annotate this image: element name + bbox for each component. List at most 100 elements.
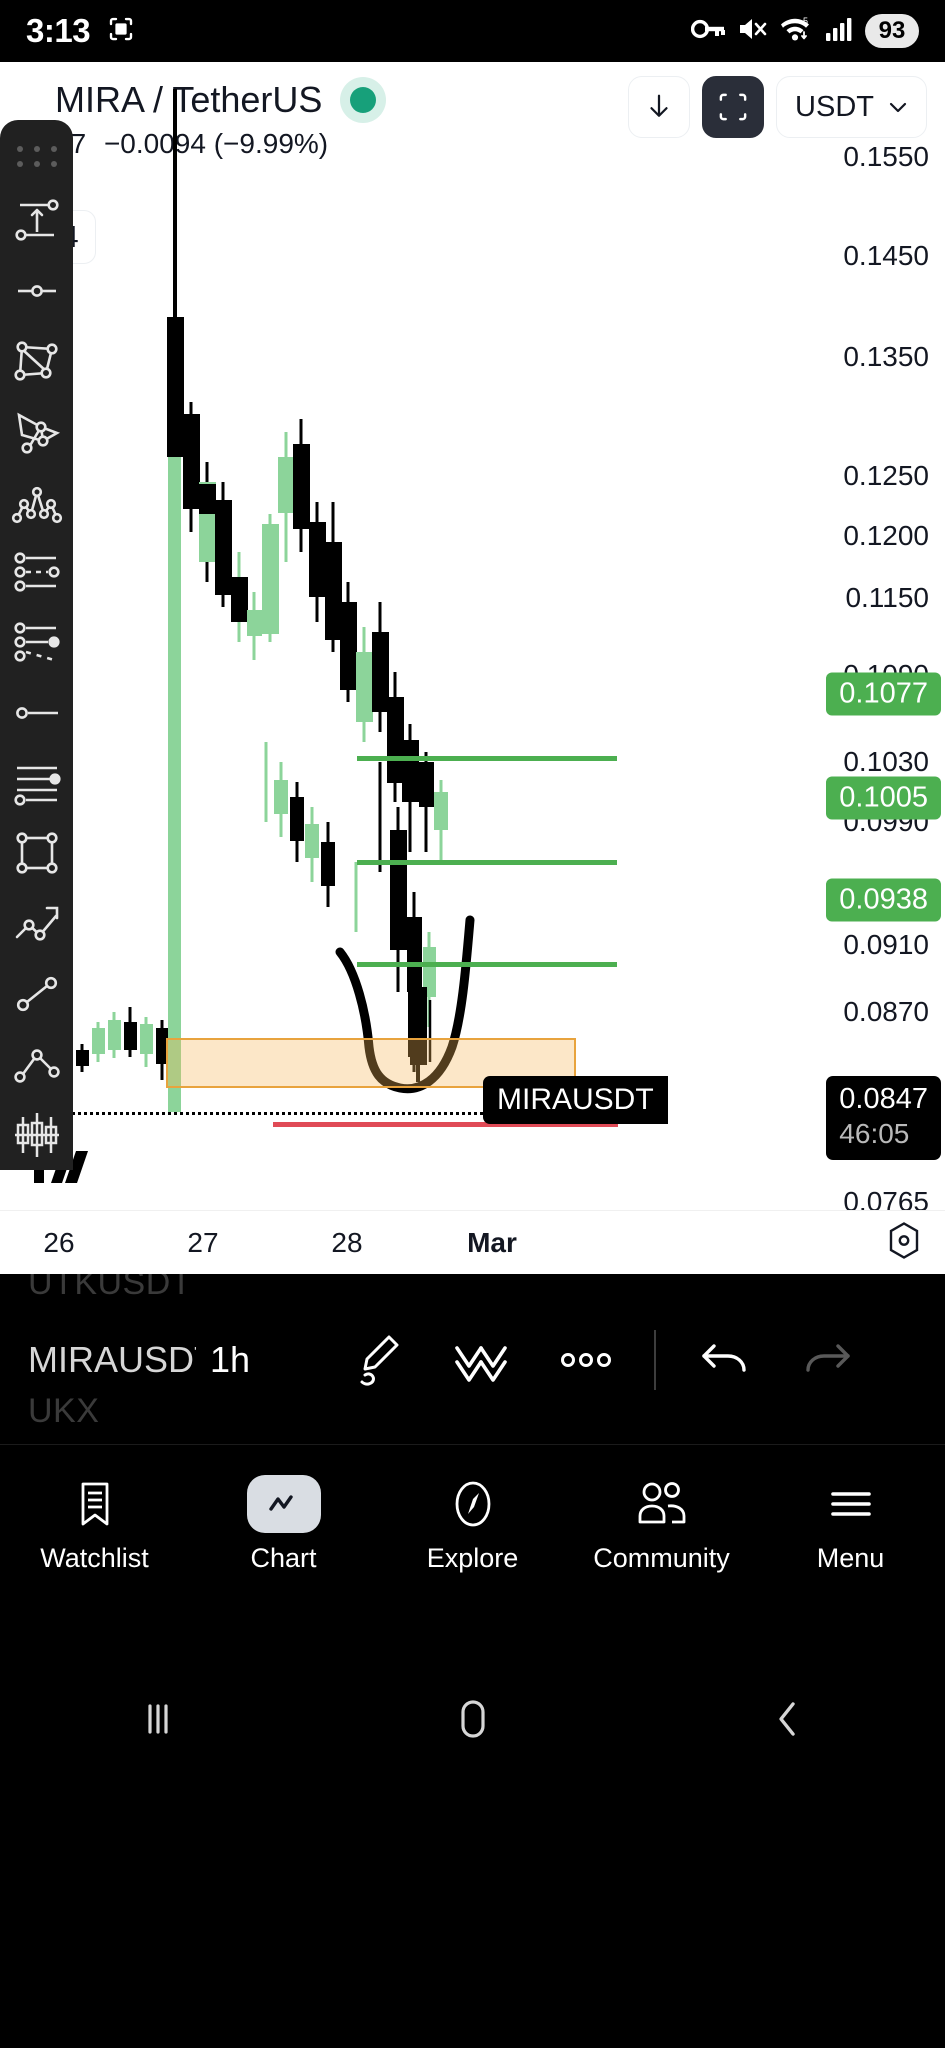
- horizontal-line-icon[interactable]: [0, 255, 73, 325]
- price-tick: 0.1550: [843, 141, 929, 172]
- price-tick: 0.1350: [843, 341, 929, 372]
- download-icon[interactable]: [628, 76, 691, 138]
- fullscreen-icon[interactable]: [702, 76, 765, 138]
- time-tick: Mar: [467, 1226, 517, 1258]
- candlestick-series: [76, 89, 475, 1112]
- nav-label-watchlist: Watchlist: [40, 1543, 149, 1573]
- android-nav-row: [0, 1664, 945, 1774]
- header-actions: USDT: [628, 76, 927, 138]
- trend-line-icon[interactable]: [0, 959, 73, 1029]
- fib-retracement-icon[interactable]: [0, 748, 73, 818]
- long-position-icon[interactable]: [0, 185, 73, 255]
- symbol-title[interactable]: MIRA / TetherUS: [55, 79, 323, 120]
- market-status-indicator: [340, 77, 387, 123]
- nav-item-explore[interactable]: Explore: [378, 1475, 567, 1574]
- screenshot-icon: [106, 14, 136, 49]
- elliott-wave-icon[interactable]: [0, 466, 73, 536]
- price-tick: 0.1200: [843, 520, 929, 551]
- last-price-value: 0.0847: [839, 1083, 928, 1115]
- triangle-pattern-icon[interactable]: [0, 396, 73, 466]
- price-tick: 0.1450: [843, 240, 929, 271]
- rectangle-icon[interactable]: [0, 818, 73, 888]
- status-bar: 3:13: [0, 0, 945, 62]
- price-axis[interactable]: 0.1550 0.1450 0.1350 0.1250 0.1200 0.115…: [615, 62, 945, 1274]
- hamburger-icon: [814, 1475, 888, 1533]
- redo-icon[interactable]: [776, 1318, 880, 1402]
- trend-angle-icon[interactable]: [0, 889, 73, 959]
- nav-label-chart: Chart: [250, 1543, 317, 1573]
- price-tick: 0.1030: [843, 746, 929, 777]
- pencil-icon[interactable]: [326, 1318, 430, 1402]
- drawing-toolbar[interactable]: [0, 120, 73, 1170]
- home-icon[interactable]: [315, 1694, 630, 1744]
- vpn-key-icon: [690, 16, 725, 47]
- ray-icon[interactable]: [0, 678, 73, 748]
- symbol-tag: MIRAUSDT: [483, 1076, 668, 1124]
- resistance-line-3[interactable]: [357, 962, 617, 967]
- resistance-line-1[interactable]: [357, 756, 617, 761]
- back-icon[interactable]: [630, 1694, 945, 1744]
- android-system-nav: [0, 1604, 945, 2048]
- time-axis[interactable]: 26 27 28 Mar: [0, 1210, 945, 1274]
- time-tick: 27: [187, 1226, 219, 1258]
- ghost-symbol-above: UTKUSDT: [28, 1274, 193, 1302]
- parallel-channel-icon[interactable]: [0, 607, 73, 677]
- bar-countdown: 46:05: [839, 1118, 910, 1150]
- grip-handle[interactable]: [16, 146, 57, 167]
- polygon-icon[interactable]: [0, 326, 73, 396]
- pitchfork-icon[interactable]: [0, 537, 73, 607]
- last-price-box[interactable]: 0.0847 46:05: [826, 1076, 941, 1160]
- price-tick: 0.1250: [843, 460, 929, 491]
- nav-label-menu: Menu: [816, 1543, 885, 1573]
- toolbar-divider: [654, 1330, 657, 1390]
- path-icon[interactable]: [0, 1029, 73, 1099]
- chevron-down-icon: [889, 102, 907, 113]
- nav-item-community[interactable]: Community: [567, 1475, 756, 1574]
- resistance-line-2[interactable]: [357, 860, 617, 865]
- wifi-icon: 5: [779, 15, 813, 48]
- nav-item-menu[interactable]: Menu: [756, 1475, 945, 1574]
- time-tick: 26: [43, 1226, 75, 1258]
- mute-icon: [737, 15, 767, 48]
- price-tick: 0.0870: [843, 996, 929, 1027]
- more-options-icon[interactable]: [534, 1318, 638, 1402]
- currency-unit-label: USDT: [795, 90, 874, 123]
- change-percent: (−9.99%): [213, 128, 329, 159]
- price-tick: 0.1150: [845, 582, 929, 613]
- price-tick: 0.0910: [843, 929, 929, 960]
- bottom-navigation: Watchlist Chart Explore Community: [0, 1444, 945, 1604]
- support-line-red[interactable]: [273, 1122, 618, 1127]
- svg-text:5: 5: [803, 16, 808, 26]
- nav-item-chart[interactable]: Chart: [189, 1475, 378, 1574]
- ghost-symbol-below: UKX: [28, 1392, 100, 1430]
- compass-icon: [436, 1475, 510, 1533]
- toolbar-symbol[interactable]: MIRAUSDT: [28, 1339, 196, 1380]
- change-absolute: −0.0094: [103, 128, 206, 159]
- toolbar-icon-group: [326, 1318, 880, 1402]
- chart-bottom-toolbar: UTKUSDT UKX MIRAUSDT 1h: [0, 1274, 945, 1444]
- level-price-badge[interactable]: 0.1077: [826, 672, 941, 716]
- level-price-badge[interactable]: 0.1005: [826, 776, 941, 820]
- level-price-badge[interactable]: 0.0938: [826, 878, 941, 922]
- recents-icon[interactable]: [0, 1696, 315, 1742]
- status-bar-right: 5 93: [690, 14, 919, 48]
- status-bar-left: 3:13: [26, 12, 136, 50]
- chart-icon: [246, 1475, 321, 1533]
- nav-item-watchlist[interactable]: Watchlist: [0, 1475, 189, 1574]
- candle-pattern-icon[interactable]: [0, 1100, 73, 1170]
- magnet-icon[interactable]: [430, 1318, 534, 1402]
- nav-label-explore: Explore: [426, 1543, 519, 1573]
- nav-label-community: Community: [593, 1543, 730, 1573]
- chart-app: MIRA / TetherUS USDT 47 −0.0094 (−9.99%): [0, 62, 945, 1274]
- people-icon: [625, 1475, 699, 1533]
- undo-icon[interactable]: [672, 1318, 776, 1402]
- status-clock: 3:13: [26, 12, 91, 49]
- toolbar-interval[interactable]: 1h: [210, 1339, 251, 1380]
- toolbar-row: MIRAUSDT 1h: [0, 1318, 945, 1402]
- time-tick: 28: [331, 1226, 363, 1258]
- prev-close-dotted-line: [0, 1112, 615, 1115]
- currency-unit-select[interactable]: USDT: [776, 76, 927, 138]
- timezone-icon[interactable]: [885, 1220, 923, 1265]
- signal-icon: [825, 15, 853, 48]
- symbol-header[interactable]: MIRA / TetherUS: [0, 62, 945, 138]
